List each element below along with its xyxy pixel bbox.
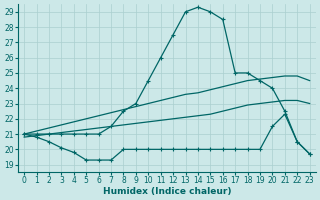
X-axis label: Humidex (Indice chaleur): Humidex (Indice chaleur) bbox=[103, 187, 231, 196]
